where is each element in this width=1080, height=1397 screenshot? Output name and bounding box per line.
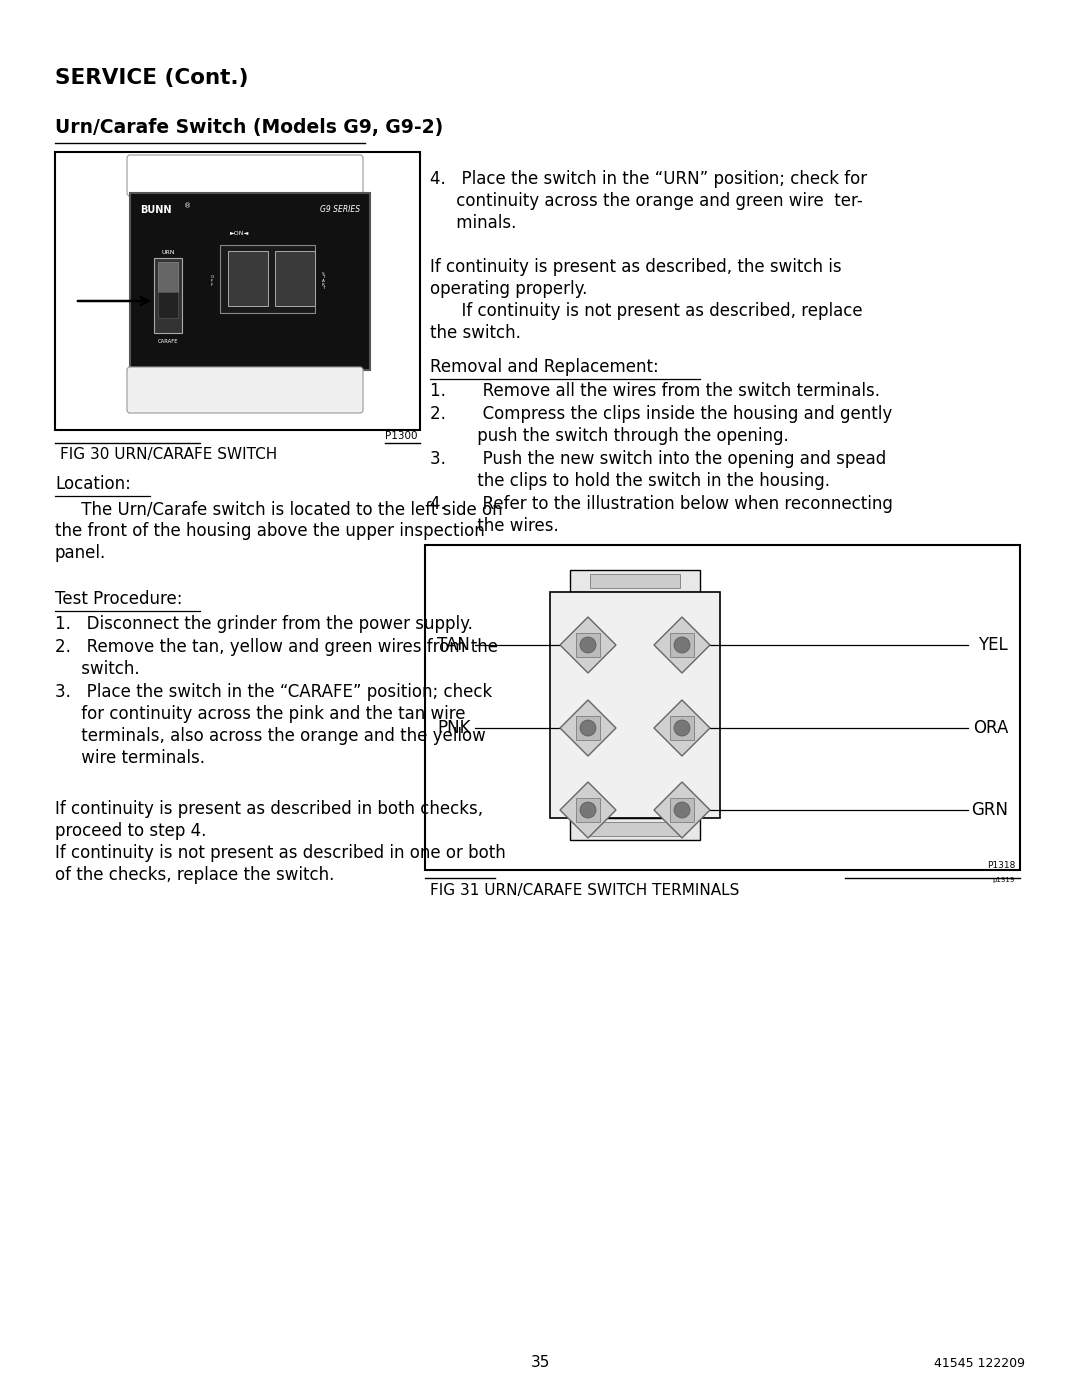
Text: If continuity is not present as described, replace: If continuity is not present as describe… bbox=[430, 302, 863, 320]
Circle shape bbox=[674, 802, 690, 819]
Text: O
F
F: O F F bbox=[211, 275, 214, 286]
Bar bbox=[228, 251, 268, 306]
Circle shape bbox=[674, 637, 690, 652]
Bar bbox=[55, 152, 420, 430]
Text: 1.   Disconnect the grinder from the power supply.: 1. Disconnect the grinder from the power… bbox=[55, 615, 473, 633]
Text: minals.: minals. bbox=[430, 214, 516, 232]
Bar bbox=[590, 821, 680, 835]
Text: FIG 30 URN/CARAFE SWITCH: FIG 30 URN/CARAFE SWITCH bbox=[60, 447, 278, 462]
FancyBboxPatch shape bbox=[127, 367, 363, 414]
Bar bbox=[576, 798, 600, 821]
Text: ®: ® bbox=[184, 203, 191, 210]
Text: of the checks, replace the switch.: of the checks, replace the switch. bbox=[55, 866, 335, 884]
Polygon shape bbox=[561, 700, 616, 756]
Text: Urn/Carafe Switch (Models G9, G9-2): Urn/Carafe Switch (Models G9, G9-2) bbox=[55, 117, 443, 137]
Text: push the switch through the opening.: push the switch through the opening. bbox=[430, 427, 788, 446]
Bar bbox=[576, 633, 600, 657]
Bar bbox=[570, 570, 700, 592]
Bar bbox=[670, 717, 694, 740]
Circle shape bbox=[580, 719, 596, 736]
Text: wire terminals.: wire terminals. bbox=[55, 749, 205, 767]
Circle shape bbox=[580, 637, 596, 652]
Text: ORA: ORA bbox=[973, 719, 1008, 738]
Text: SERVICE (Cont.): SERVICE (Cont.) bbox=[55, 68, 248, 88]
Text: TAN: TAN bbox=[437, 636, 470, 654]
Text: If continuity is present as described in both checks,: If continuity is present as described in… bbox=[55, 800, 483, 819]
Text: P1318: P1318 bbox=[987, 861, 1015, 870]
Text: 3.   Place the switch in the “CARAFE” position; check: 3. Place the switch in the “CARAFE” posi… bbox=[55, 683, 492, 701]
Text: FIG 31 URN/CARAFE SWITCH TERMINALS: FIG 31 URN/CARAFE SWITCH TERMINALS bbox=[430, 883, 740, 898]
Text: the switch.: the switch. bbox=[430, 324, 521, 342]
Text: 2.       Compress the clips inside the housing and gently: 2. Compress the clips inside the housing… bbox=[430, 405, 892, 423]
Polygon shape bbox=[654, 617, 710, 673]
Text: Location:: Location: bbox=[55, 475, 131, 493]
Bar bbox=[130, 193, 370, 370]
Polygon shape bbox=[654, 782, 710, 838]
Bar bbox=[590, 574, 680, 588]
Polygon shape bbox=[561, 782, 616, 838]
Text: 2.   Remove the tan, yellow and green wires from the: 2. Remove the tan, yellow and green wire… bbox=[55, 638, 498, 657]
Text: operating properly.: operating properly. bbox=[430, 279, 588, 298]
Text: 1.       Remove all the wires from the switch terminals.: 1. Remove all the wires from the switch … bbox=[430, 381, 880, 400]
Text: If continuity is present as described, the switch is: If continuity is present as described, t… bbox=[430, 258, 841, 277]
Bar bbox=[670, 798, 694, 821]
Text: panel.: panel. bbox=[55, 543, 106, 562]
Text: p1319: p1319 bbox=[993, 877, 1015, 883]
Text: CARAFE: CARAFE bbox=[158, 339, 178, 344]
Polygon shape bbox=[654, 700, 710, 756]
Circle shape bbox=[580, 802, 596, 819]
Text: Test Procedure:: Test Procedure: bbox=[55, 590, 183, 608]
Text: The Urn/Carafe switch is located to the left side on: The Urn/Carafe switch is located to the … bbox=[55, 500, 502, 518]
Text: 41545 122209: 41545 122209 bbox=[934, 1356, 1025, 1370]
Bar bbox=[670, 633, 694, 657]
Bar bbox=[158, 292, 178, 319]
Bar bbox=[220, 244, 315, 313]
Text: switch.: switch. bbox=[55, 659, 139, 678]
Text: terminals, also across the orange and the yellow: terminals, also across the orange and th… bbox=[55, 726, 486, 745]
Text: PNK: PNK bbox=[437, 719, 471, 738]
Bar bbox=[576, 717, 600, 740]
Text: If continuity is not present as described in one or both: If continuity is not present as describe… bbox=[55, 844, 505, 862]
Text: proceed to step 4.: proceed to step 4. bbox=[55, 821, 206, 840]
Text: P1300: P1300 bbox=[386, 432, 418, 441]
Text: for continuity across the pink and the tan wire: for continuity across the pink and the t… bbox=[55, 705, 465, 724]
Text: URN: URN bbox=[161, 250, 175, 256]
Text: BUNN: BUNN bbox=[140, 205, 172, 215]
Bar bbox=[154, 258, 183, 332]
Text: 4.   Place the switch in the “URN” position; check for: 4. Place the switch in the “URN” positio… bbox=[430, 170, 867, 189]
Polygon shape bbox=[561, 617, 616, 673]
Text: the front of the housing above the upper inspection: the front of the housing above the upper… bbox=[55, 522, 485, 541]
Bar bbox=[570, 819, 700, 840]
Text: ►ON◄: ►ON◄ bbox=[230, 231, 249, 236]
Text: 35: 35 bbox=[530, 1355, 550, 1370]
Text: GRN: GRN bbox=[971, 800, 1008, 819]
Bar bbox=[550, 592, 720, 819]
Circle shape bbox=[674, 719, 690, 736]
Text: 4.       Refer to the illustration below when reconnecting: 4. Refer to the illustration below when … bbox=[430, 495, 893, 513]
FancyBboxPatch shape bbox=[127, 155, 363, 196]
Text: YEL: YEL bbox=[978, 636, 1008, 654]
Text: S
T
A
R
T: S T A R T bbox=[322, 271, 324, 291]
Text: Removal and Replacement:: Removal and Replacement: bbox=[430, 358, 659, 376]
Text: the clips to hold the switch in the housing.: the clips to hold the switch in the hous… bbox=[430, 472, 831, 490]
Bar bbox=[275, 251, 315, 306]
Text: continuity across the orange and green wire  ter-: continuity across the orange and green w… bbox=[430, 191, 863, 210]
Bar bbox=[158, 263, 178, 292]
Text: G9 SERIES: G9 SERIES bbox=[320, 205, 360, 214]
Text: 3.       Push the new switch into the opening and spead: 3. Push the new switch into the opening … bbox=[430, 450, 887, 468]
Text: the wires.: the wires. bbox=[430, 517, 558, 535]
Bar bbox=[426, 545, 1020, 870]
